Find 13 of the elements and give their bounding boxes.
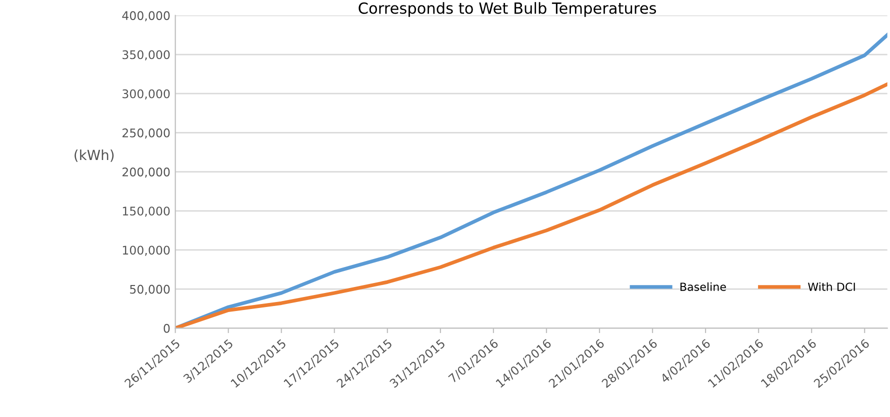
y-tick-label: 250,000 (122, 128, 170, 139)
y-tick-label: 50,000 (130, 284, 170, 295)
legend-label: Baseline (680, 282, 726, 292)
y-axis-title: (kWh) (74, 149, 114, 162)
y-tick-label: 350,000 (122, 50, 170, 60)
y-tick-label: 300,000 (122, 89, 170, 100)
y-tick-label: 150,000 (122, 206, 170, 217)
legend-label: With DCI (808, 282, 855, 292)
y-tick-label: 0 (164, 324, 170, 333)
y-tick-label: 100,000 (122, 246, 170, 256)
y-tick-label: 400,000 (122, 11, 170, 22)
chart-title: Corresponds to Wet Bulb Temperatures (358, 2, 656, 17)
y-tick-label: 200,000 (122, 168, 170, 178)
